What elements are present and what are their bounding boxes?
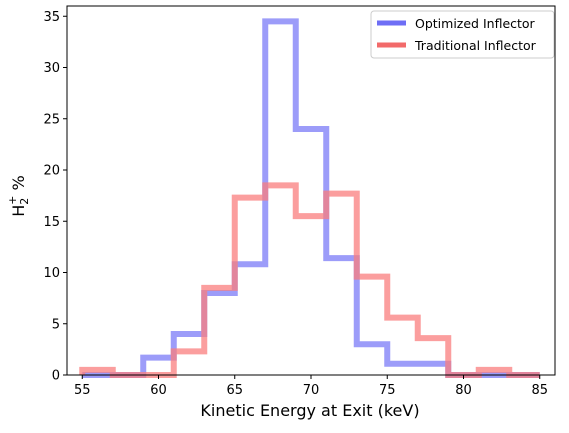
y-axis-label-rest: % <box>9 175 28 195</box>
y-tick-label: 25 <box>43 112 60 127</box>
x-tick-label: 75 <box>379 383 396 398</box>
y-tick-label: 0 <box>52 369 60 384</box>
x-tick-label: 85 <box>531 383 548 398</box>
legend-label-traditional: Traditional Inflector <box>414 38 537 53</box>
y-tick-label: 10 <box>43 266 60 281</box>
y-tick-label: 20 <box>43 164 60 179</box>
x-tick-label: 70 <box>303 383 320 398</box>
x-axis-label: Kinetic Energy at Exit (keV) <box>200 401 419 420</box>
legend-box <box>370 10 555 59</box>
y-tick-label: 35 <box>43 10 60 25</box>
y-axis-label-main: H <box>9 205 28 217</box>
y-tick-label: 15 <box>43 215 60 230</box>
y-axis-label-superscript: + <box>6 196 19 205</box>
legend-label-optimized: Optimized Inflector <box>415 16 536 31</box>
x-tick-label: 60 <box>150 383 167 398</box>
x-tick-label: 80 <box>455 383 472 398</box>
x-tick-label: 55 <box>74 383 91 398</box>
legend: Optimized Inflector Traditional Inflecto… <box>370 10 555 59</box>
ticks-layer: 55 60 65 70 75 80 85 0 5 10 15 20 25 30 35 <box>43 10 548 398</box>
y-axis-label: H2+ % <box>6 175 31 217</box>
x-tick-label: 65 <box>226 383 243 398</box>
y-axis-label-subscript: 2 <box>18 198 31 205</box>
y-tick-label: 5 <box>52 317 60 332</box>
y-tick-label: 30 <box>43 61 60 76</box>
